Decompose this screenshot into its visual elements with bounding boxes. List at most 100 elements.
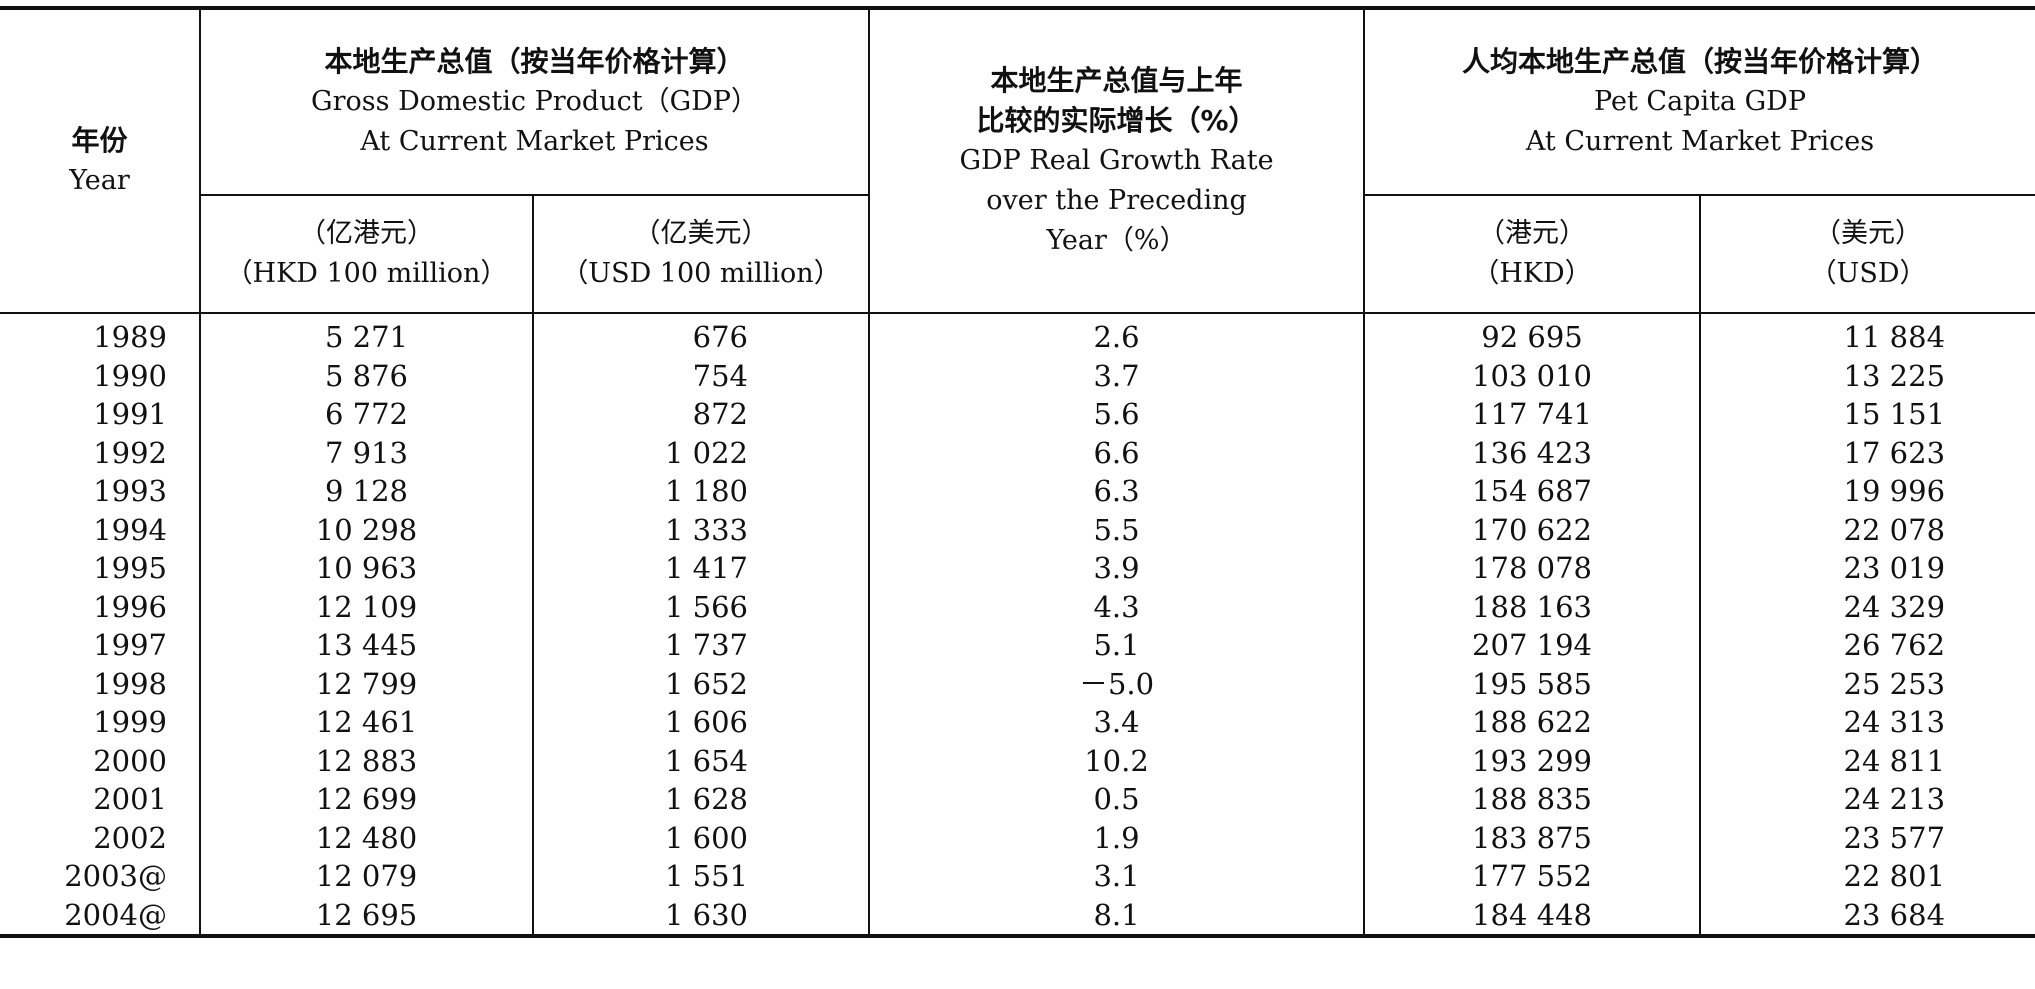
per-capita-hkd-cell: 184 448: [1364, 895, 1702, 936]
gdp-usd-cell: 754: [533, 356, 871, 395]
growth-cell: 0.5: [869, 780, 1366, 819]
growth-cell: 1.9: [869, 818, 1366, 857]
per-capita-usd-cell: 24 313: [1843, 705, 1946, 739]
header-growth-zh1: 本地生产总值与上年: [990, 64, 1243, 97]
per-capita-usd-cell: 22 801: [1843, 859, 1946, 893]
header-gdp-hkd-en: （HKD 100 million）: [225, 258, 508, 289]
table-row: 1989 5 271 676 2.6 92 695 11 884: [0, 313, 2035, 357]
header-growth-en2: over the Preceding: [986, 185, 1247, 216]
per-capita-hkd-cell: 178 078: [1364, 549, 1702, 588]
year-cell: 1997: [0, 626, 201, 665]
gdp-usd-cell: 1 630: [533, 895, 871, 936]
header-gdp: 本地生产总值（按当年价格计算） Gross Domestic Product（G…: [200, 8, 871, 196]
table-row: 1990 5 876 754 3.7 103 010 13 225: [0, 356, 2035, 395]
growth-cell: 5.6: [869, 395, 1366, 434]
header-pc-hkd-en: （HKD）: [1472, 258, 1592, 289]
year-cell: 1998: [0, 664, 201, 703]
year-cell: 2004@: [0, 895, 201, 936]
header-per-capita: 人均本地生产总值（按当年价格计算） Pet Capita GDP At Curr…: [1364, 8, 2035, 196]
per-capita-usd-cell: 13 225: [1843, 358, 1946, 393]
header-growth: 本地生产总值与上年 比较的实际增长（%） GDP Real Growth Rat…: [869, 8, 1366, 314]
gdp-hkd-cell: 12 695: [200, 895, 534, 936]
table-row: 2003@ 12 079 1 551 3.1 177 552 22 801: [0, 857, 2035, 896]
header-growth-en1: GDP Real Growth Rate: [959, 145, 1274, 176]
year-cell: 1990: [0, 356, 201, 395]
growth-cell: 10.2: [869, 741, 1366, 780]
table-row: 2002 12 480 1 600 1.9 183 875 23 577: [0, 818, 2035, 857]
header-pc-usd-zh: （美元）: [1814, 218, 1923, 249]
gdp-hkd-cell: 9 128: [200, 472, 534, 511]
per-capita-hkd-cell: 188 163: [1364, 587, 1702, 626]
growth-cell: 3.9: [869, 549, 1366, 588]
year-cell: 1991: [0, 395, 201, 434]
growth-cell: 3.4: [869, 703, 1366, 742]
table-row: 1993 9 128 1 180 6.3 154 687 19 996: [0, 472, 2035, 511]
header-year-en: Year: [69, 165, 130, 196]
header-per-capita-en1: Pet Capita GDP: [1594, 86, 1806, 117]
table-row: 1991 6 772 872 5.6 117 741 15 151: [0, 395, 2035, 434]
year-cell: 2001: [0, 780, 201, 819]
table-row: 1994 10 298 1 333 5.5 170 622 22 078: [0, 510, 2035, 549]
header-pc-hkd: （港元） （HKD）: [1364, 195, 1702, 314]
per-capita-usd-cell: 24 213: [1843, 782, 1946, 816]
table-row: 1998 12 799 1 652 －5.0 195 585 25 253: [0, 664, 2035, 703]
gdp-hkd-cell: 10 298: [200, 510, 534, 549]
growth-cell: 5.5: [869, 510, 1366, 549]
per-capita-hkd-cell: 188 835: [1364, 780, 1702, 819]
per-capita-hkd-cell: 154 687: [1364, 472, 1702, 511]
growth-cell: 3.7: [869, 356, 1366, 395]
header-pc-usd-en: （USD）: [1809, 258, 1927, 289]
per-capita-hkd-cell: 170 622: [1364, 510, 1702, 549]
growth-cell: 6.3: [869, 472, 1366, 511]
per-capita-hkd-cell: 136 423: [1364, 433, 1702, 472]
gdp-usd-cell: 1 417: [533, 549, 871, 588]
per-capita-hkd-cell: 188 622: [1364, 703, 1702, 742]
gdp-usd-cell: 1 737: [533, 626, 871, 665]
per-capita-usd-cell: 23 577: [1843, 820, 1946, 855]
header-gdp-en1: Gross Domestic Product（GDP）: [311, 86, 758, 117]
header-growth-zh2: 比较的实际增长（%）: [976, 104, 1257, 137]
per-capita-hkd-cell: 207 194: [1364, 626, 1702, 665]
growth-cell: －5.0: [869, 664, 1366, 703]
gdp-usd-cell: 1 333: [533, 510, 871, 549]
per-capita-usd-cell: 11 884: [1843, 320, 1946, 354]
header-growth-en3: Year（%）: [1046, 225, 1187, 256]
table-row: 1996 12 109 1 566 4.3 188 163 24 329: [0, 587, 2035, 626]
year-cell: 1994: [0, 510, 201, 549]
header-gdp-hkd: （亿港元） （HKD 100 million）: [200, 195, 534, 314]
table-header: 年份 Year 本地生产总值（按当年价格计算） Gross Domestic P…: [0, 8, 2035, 314]
gdp-usd-cell: 1 654: [533, 741, 871, 780]
per-capita-usd-cell: 26 762: [1843, 628, 1946, 662]
growth-cell: 5.1: [869, 626, 1366, 665]
header-year: 年份 Year: [0, 8, 201, 314]
header-gdp-usd-en: （USD 100 million）: [561, 258, 841, 289]
gdp-usd-cell: 1 551: [533, 857, 871, 896]
gdp-usd-cell: 676: [533, 313, 871, 357]
header-per-capita-zh: 人均本地生产总值（按当年价格计算）: [1462, 45, 1939, 78]
gdp-hkd-cell: 12 883: [200, 741, 534, 780]
header-pc-hkd-zh: （港元）: [1478, 218, 1587, 249]
header-per-capita-en2: At Current Market Prices: [1525, 126, 1875, 157]
per-capita-usd-cell: 23 019: [1843, 551, 1946, 585]
header-gdp-hkd-zh: （亿港元）: [299, 218, 434, 249]
per-capita-usd-cell: 24 329: [1843, 589, 1946, 624]
gdp-hkd-cell: 12 799: [200, 664, 534, 703]
gdp-hkd-cell: 13 445: [200, 626, 534, 665]
table-row: 1997 13 445 1 737 5.1 207 194 26 762: [0, 626, 2035, 665]
gdp-hkd-cell: 5 876: [200, 356, 534, 395]
per-capita-usd-cell: 15 151: [1843, 397, 1946, 431]
gdp-hkd-cell: 12 109: [200, 587, 534, 626]
per-capita-hkd-cell: 117 741: [1364, 395, 1702, 434]
header-gdp-zh: 本地生产总值（按当年价格计算）: [324, 45, 745, 78]
gdp-hkd-cell: 12 699: [200, 780, 534, 819]
growth-cell: 3.1: [869, 857, 1366, 896]
header-gdp-usd-zh: （亿美元）: [633, 218, 769, 249]
year-cell: 1995: [0, 549, 201, 588]
per-capita-usd-cell: 17 623: [1843, 435, 1946, 470]
gdp-hkd-cell: 12 079: [200, 857, 534, 896]
per-capita-hkd-cell: 195 585: [1364, 664, 1702, 703]
growth-cell: 6.6: [869, 433, 1366, 472]
per-capita-hkd-cell: 103 010: [1364, 356, 1702, 395]
gdp-hkd-cell: 12 480: [200, 818, 534, 857]
